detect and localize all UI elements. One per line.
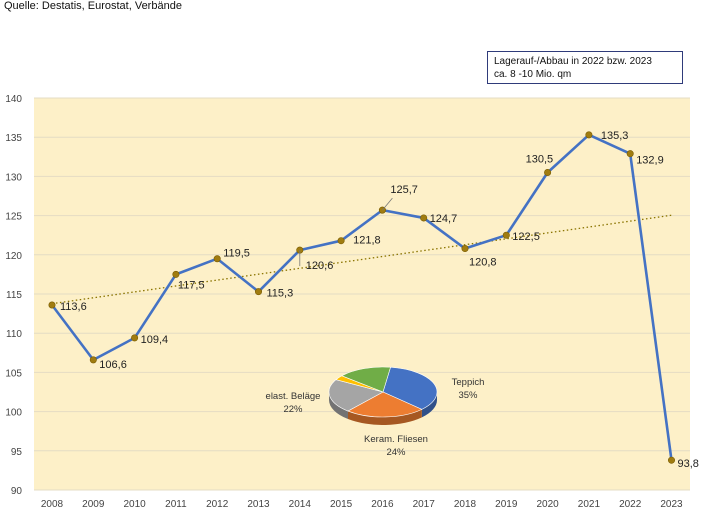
- data-label: 122,5: [512, 231, 540, 243]
- data-point: [420, 214, 428, 222]
- x-tick-label: 2017: [413, 499, 436, 510]
- data-point: [255, 288, 263, 296]
- gridlines: [34, 97, 690, 491]
- data-label: 120,8: [469, 257, 497, 269]
- pie-slice: [328, 379, 384, 412]
- x-tick-label: 2021: [578, 499, 601, 510]
- y-tick-label: 140: [5, 94, 22, 105]
- pie-chart: [328, 366, 438, 425]
- x-tick-label: 2011: [165, 499, 187, 510]
- data-labels: 113,6 106,6 109,4 117,5 119,5 115,3 120,6 121,8…: [60, 130, 699, 470]
- data-label: 130,5: [526, 153, 554, 165]
- y-tick-label: 120: [5, 251, 22, 262]
- y-tick-label: 115: [6, 290, 22, 301]
- pie-label: Keram. Fliesen: [364, 434, 428, 445]
- data-point: [461, 245, 469, 253]
- y-tick-label: 105: [5, 368, 22, 379]
- pie-slice: [382, 366, 438, 410]
- x-tick-label: 2016: [371, 499, 394, 510]
- y-tick-label: 110: [6, 329, 22, 340]
- series-polyline: [50, 133, 673, 461]
- x-tick-label: 2022: [619, 499, 642, 510]
- pie-slice-side: [421, 392, 437, 418]
- trendline-path: [51, 214, 672, 305]
- data-label: 119,5: [223, 248, 250, 260]
- x-tick-label: 2020: [536, 499, 559, 510]
- pie-label: Teppich: [452, 377, 485, 388]
- y-tick-label: 90: [11, 486, 23, 497]
- note-box: Lagerauf-/Abbau in 2022 bzw. 2023 ca. 8 …: [487, 51, 683, 84]
- data-point: [667, 456, 675, 464]
- note-line-2: ca. 8 -10 Mio. qm: [494, 69, 572, 80]
- trendline: [51, 214, 672, 305]
- x-tick-label: 2019: [495, 499, 518, 510]
- pie-slice: [341, 366, 391, 393]
- data-point: [89, 356, 97, 364]
- x-tick-label: 2018: [454, 499, 477, 510]
- data-label: 115,3: [267, 288, 294, 300]
- x-tick-label: 2013: [247, 499, 270, 510]
- source-caption: Quelle: Destatis, Eurostat, Verbände: [4, 0, 182, 12]
- x-tick-label: 2014: [289, 499, 312, 510]
- pie-labels: Teppich 35% Keram. Fliesen 24% elast. Beläge…: [266, 377, 485, 458]
- pie-percent: 24%: [386, 447, 406, 458]
- data-point: [131, 334, 139, 342]
- y-tick-label: 100: [5, 408, 22, 419]
- x-tick-label: 2010: [123, 499, 146, 510]
- data-point: [585, 131, 593, 139]
- data-point: [213, 255, 221, 263]
- data-point: [48, 301, 56, 309]
- x-axis: 2008 2009 2010 2011 2012 2013 2014 2015 2016 2017…: [41, 499, 683, 510]
- pie-percent: 22%: [283, 404, 303, 415]
- data-label: 132,9: [636, 155, 664, 167]
- y-tick-label: 130: [5, 172, 22, 183]
- data-point: [172, 270, 180, 278]
- x-tick-label: 2009: [82, 499, 105, 510]
- data-label: 109,4: [141, 334, 169, 346]
- pie-slice-side: [329, 392, 349, 420]
- x-tick-label: 2023: [660, 499, 683, 510]
- data-label: 124,7: [430, 213, 458, 225]
- data-point: [337, 237, 345, 245]
- data-label: 121,8: [353, 235, 381, 247]
- data-label: 117,5: [178, 279, 205, 291]
- x-tick-label: 2015: [330, 499, 353, 510]
- data-label: 120,6: [306, 260, 334, 272]
- pie-slice: [347, 391, 423, 418]
- note-line-1: Lagerauf-/Abbau in 2022 bzw. 2023: [494, 56, 652, 67]
- data-point: [544, 168, 552, 176]
- data-point: [626, 150, 634, 158]
- data-label: 113,6: [60, 301, 87, 313]
- data-label: 135,3: [601, 130, 629, 142]
- data-label: 125,7: [390, 184, 418, 196]
- y-tick-label: 135: [5, 133, 22, 144]
- data-label: 106,6: [99, 359, 127, 371]
- x-tick-label: 2012: [206, 499, 229, 510]
- pie-label: elast. Beläge: [266, 391, 321, 402]
- x-tick-label: 2008: [41, 499, 64, 510]
- leader-line: [382, 197, 393, 211]
- pie-percent: 35%: [458, 390, 478, 401]
- y-tick-label: 125: [5, 212, 22, 223]
- y-axis: 90 95 100 105 110 115 120 125 130 135 140: [5, 94, 22, 497]
- y-tick-label: 95: [11, 447, 23, 458]
- data-label: 93,8: [678, 458, 699, 470]
- data-point: [502, 231, 510, 239]
